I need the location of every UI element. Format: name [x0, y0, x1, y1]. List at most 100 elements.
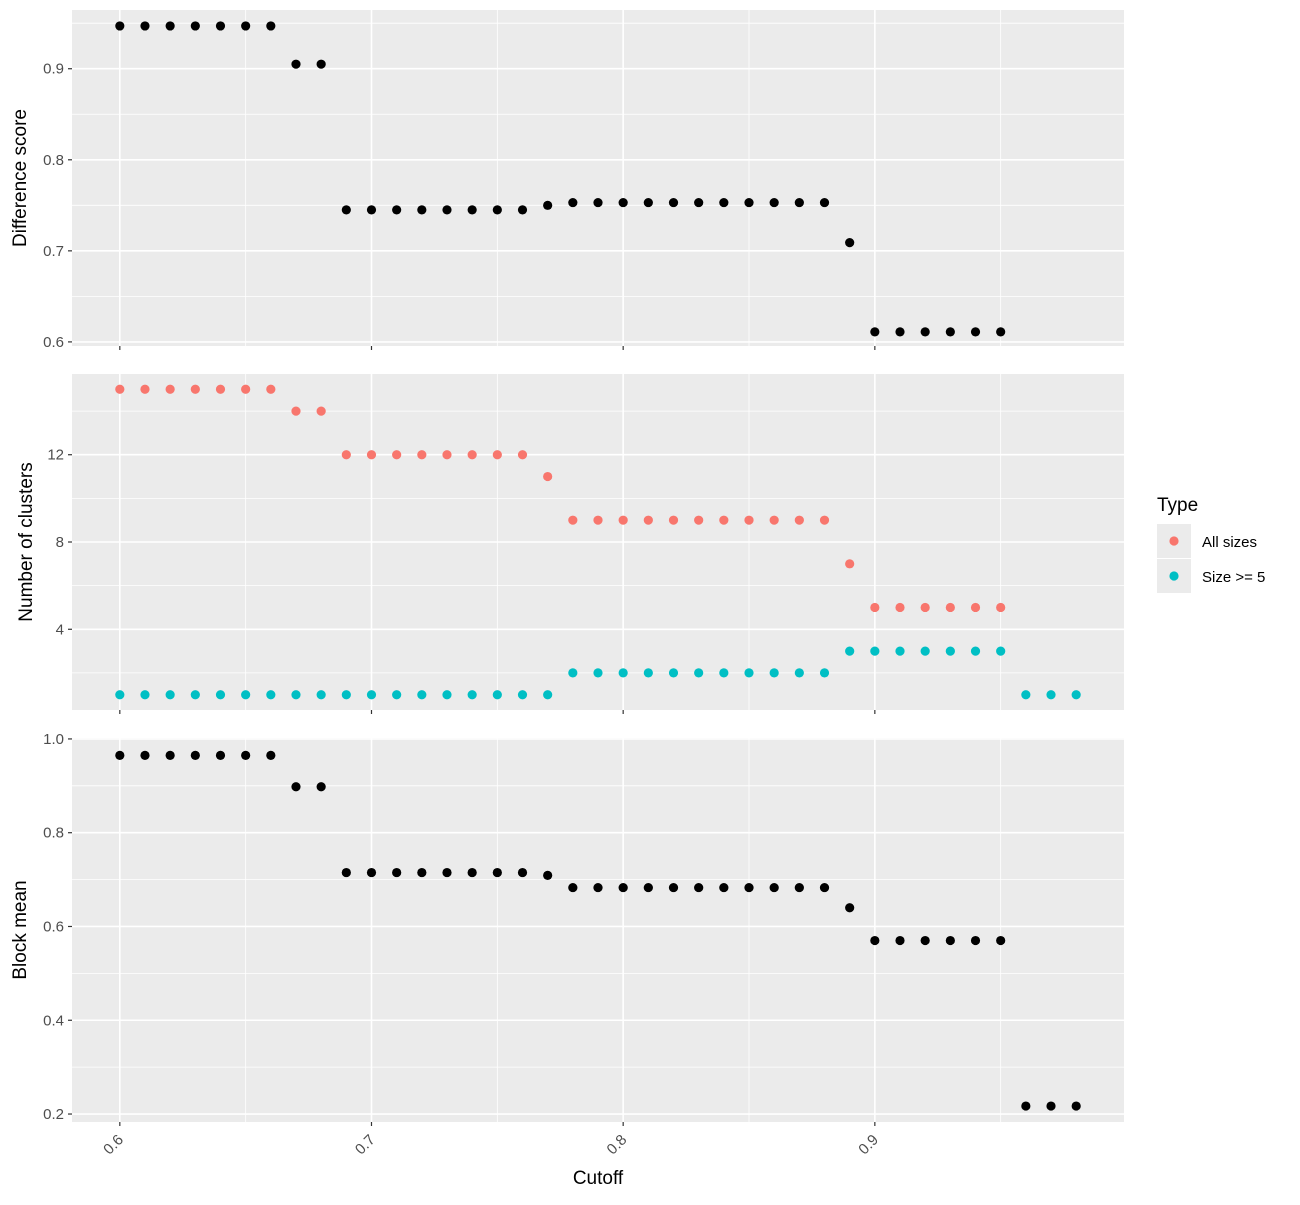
data-point — [543, 690, 553, 700]
data-point — [819, 197, 830, 208]
data-point — [618, 515, 628, 525]
legend-key-all-sizes — [1169, 536, 1179, 546]
data-point — [442, 867, 452, 878]
data-point — [266, 750, 276, 760]
data-point — [643, 882, 653, 893]
data-point — [568, 882, 578, 893]
data-point — [945, 646, 955, 656]
data-point — [165, 690, 175, 700]
data-point — [593, 515, 603, 525]
data-point — [794, 197, 804, 208]
data-point — [845, 903, 855, 913]
data-point — [719, 515, 729, 525]
data-point — [115, 750, 125, 760]
data-point — [467, 205, 477, 215]
data-point — [316, 59, 326, 69]
y-axis-ticks: 4 8 12 — [47, 447, 72, 638]
data-point — [1021, 1101, 1031, 1111]
data-point — [1046, 690, 1056, 700]
data-point — [744, 882, 754, 893]
data-point — [593, 668, 603, 678]
y-axis-title: Difference score — [10, 109, 31, 247]
data-point — [266, 21, 276, 31]
data-point — [970, 646, 981, 656]
panel-background — [72, 738, 1124, 1122]
data-point — [668, 197, 679, 208]
panel-difference-score: 0.6 0.7 0.8 0.9 Difference score — [10, 10, 1124, 351]
data-point — [970, 327, 981, 337]
data-point — [668, 882, 679, 893]
data-point — [140, 690, 150, 700]
data-point — [996, 602, 1006, 613]
data-point — [895, 602, 905, 613]
data-point — [140, 21, 150, 31]
data-point — [241, 21, 251, 31]
y-axis-ticks: 0.6 0.7 0.8 0.9 — [43, 61, 72, 351]
data-point — [920, 327, 930, 337]
data-point — [417, 690, 427, 700]
data-point — [794, 668, 804, 678]
data-point — [291, 690, 301, 700]
data-point — [895, 935, 905, 946]
data-point — [769, 197, 779, 208]
data-point — [668, 515, 679, 525]
data-point — [215, 690, 226, 700]
data-point — [543, 870, 553, 880]
data-point — [341, 205, 351, 215]
data-point — [694, 668, 704, 678]
y-axis-title: Block mean — [10, 880, 31, 979]
data-point — [366, 450, 377, 460]
data-point — [467, 867, 477, 878]
x-axis-ticks — [119, 346, 876, 350]
data-point — [568, 515, 578, 525]
data-point — [593, 197, 603, 208]
data-point — [920, 646, 930, 656]
y-tick-label: 4 — [56, 621, 64, 638]
panel-points — [115, 21, 1006, 337]
data-point — [593, 882, 603, 893]
data-point — [215, 21, 226, 31]
data-point — [719, 668, 729, 678]
data-point — [215, 384, 226, 394]
data-point — [140, 750, 150, 760]
data-point — [1071, 1101, 1081, 1111]
data-point — [467, 690, 477, 700]
data-point — [517, 690, 528, 700]
data-point — [895, 327, 905, 337]
panel-number-of-clusters: 4 8 12 Number of clusters — [16, 374, 1124, 714]
data-point — [291, 406, 301, 416]
legend: Type All sizes Size >= 5 — [1157, 495, 1265, 593]
data-point — [543, 471, 553, 482]
data-point — [115, 21, 125, 31]
data-point — [165, 384, 175, 394]
data-point — [341, 867, 351, 878]
data-point — [442, 690, 452, 700]
data-point — [870, 327, 880, 337]
data-point — [115, 690, 125, 700]
data-point — [920, 935, 930, 946]
data-point — [668, 668, 679, 678]
y-axis-ticks: 0.2 0.4 0.6 0.8 1.0 — [43, 731, 72, 1123]
data-point — [643, 668, 653, 678]
data-point — [1071, 690, 1081, 700]
data-point — [920, 602, 930, 613]
data-point — [819, 668, 830, 678]
data-point — [769, 882, 779, 893]
data-point — [492, 867, 502, 878]
data-point — [694, 515, 704, 525]
data-point — [366, 205, 377, 215]
data-point — [392, 205, 402, 215]
legend-label-size-ge-5: Size >= 5 — [1202, 569, 1265, 586]
data-point — [568, 197, 578, 208]
data-point — [1021, 690, 1031, 700]
x-axis-ticks — [119, 710, 876, 714]
panel-block-mean: 0.20.40.60.81.0 0.6 0.7 0.8 0.9 Block mean — [10, 731, 1124, 1158]
data-point — [996, 646, 1006, 656]
data-point — [366, 867, 377, 878]
data-point — [618, 668, 628, 678]
data-point — [442, 205, 452, 215]
data-point — [392, 450, 402, 460]
y-tick-label: 12 — [47, 447, 64, 464]
panel-points — [115, 384, 1081, 700]
